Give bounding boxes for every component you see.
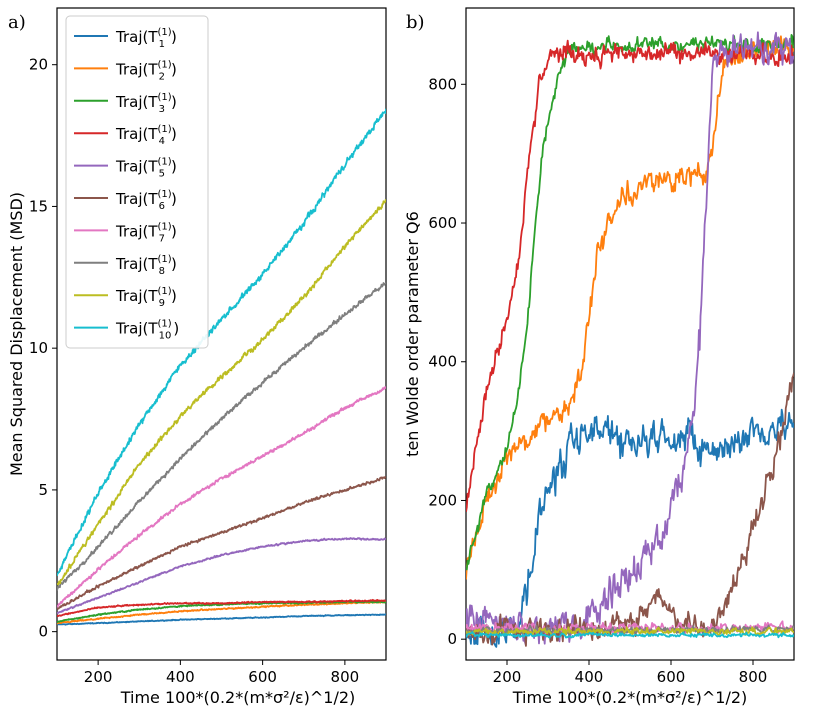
panel-a-legend: Traj(T(1) 1) Traj(T(1) 2) Traj(T(1) 3) Traj(T(… <box>65 15 209 349</box>
legend-item-9: Traj(T(1) 9) <box>74 286 177 309</box>
panel-b-q6-plot: b) 200 400 600 800 0 200 400 600 800 Time 100*(… <box>403 7 795 707</box>
panel-b-x-axis-label: Time 100*(0.2*(m*σ²/ε)^1/2) <box>512 688 748 707</box>
legend-item-3: Traj(T(1) 3) <box>74 92 177 115</box>
legend-label-3: Traj(T(1) 3) <box>115 92 177 115</box>
y-tick-label-a-1: 5 <box>38 481 48 499</box>
panel-a-letter: a) <box>8 12 26 33</box>
series-line-b-5 <box>466 31 794 646</box>
legend-label-4: Traj(T(1) 4) <box>115 124 177 147</box>
y-tick-label-b-0: 0 <box>447 630 457 648</box>
legend-label-10: Traj(T(1) 10) <box>115 319 179 342</box>
panel-b-y-axis-label: ten Wolde order parameter Q6 <box>403 211 422 457</box>
y-tick-label-a-4: 20 <box>29 56 48 74</box>
y-tick-label-a-3: 15 <box>29 197 48 215</box>
series-line-a-5 <box>57 537 386 615</box>
x-tick-label-a-0: 200 <box>84 668 113 686</box>
legend-item-2: Traj(T(1) 2) <box>74 59 177 82</box>
legend-label-8: Traj(T(1) 8) <box>115 254 177 277</box>
legend-box <box>65 15 209 349</box>
legend-label-7: Traj(T(1) 7) <box>115 221 177 244</box>
series-line-b-4 <box>466 39 794 512</box>
y-tick-label-b-2: 400 <box>428 353 457 371</box>
panel-a-x-axis-label: Time 100*(0.2*(m*σ²/ε)^1/2) <box>120 688 356 707</box>
y-tick-label-b-1: 200 <box>428 491 457 509</box>
legend-item-10: Traj(T(1) 10) <box>74 319 179 342</box>
panel-b-axes-frame <box>465 7 795 661</box>
legend-item-8: Traj(T(1) 8) <box>74 254 177 277</box>
panel-a-y-axis-label: Mean Squared Displacement (MSD) <box>7 192 26 476</box>
series-line-b-10 <box>466 631 794 639</box>
panel-b-series-lines <box>466 31 794 648</box>
y-tick-label-b-3: 600 <box>428 214 457 232</box>
legend-label-9: Traj(T(1) 9) <box>115 286 177 309</box>
panel-a-y-ticks: 0 5 10 15 20 <box>29 56 57 641</box>
series-line-b-9 <box>466 626 794 637</box>
series-line-a-8 <box>57 282 386 591</box>
legend-item-7: Traj(T(1) 7) <box>74 221 177 244</box>
series-line-b-3 <box>466 34 794 571</box>
panel-b-y-ticks: 0 200 400 600 800 <box>428 75 466 648</box>
panel-b-letter: b) <box>406 12 425 33</box>
series-line-a-6 <box>57 476 386 610</box>
x-tick-label-a-3: 800 <box>331 668 360 686</box>
series-line-a-4 <box>57 598 386 617</box>
series-line-a-9 <box>57 199 386 586</box>
y-tick-label-b-4: 800 <box>428 75 457 93</box>
legend-item-4: Traj(T(1) 4) <box>74 124 177 147</box>
panel-a-x-ticks: 200 400 600 800 <box>84 660 359 686</box>
series-line-a-10 <box>57 108 386 577</box>
legend-label-2: Traj(T(1) 2) <box>115 59 177 82</box>
y-tick-label-a-2: 10 <box>29 339 48 357</box>
legend-item-5: Traj(T(1) 5) <box>74 157 177 180</box>
x-tick-label-b-2: 600 <box>657 668 686 686</box>
x-tick-label-b-0: 200 <box>493 668 522 686</box>
series-line-b-1 <box>466 408 794 648</box>
legend-label-5: Traj(T(1) 5) <box>115 157 177 180</box>
panel-b-x-ticks: 200 400 600 800 <box>493 660 768 686</box>
panel-a-series-lines <box>57 108 386 626</box>
series-line-a-2 <box>57 600 386 625</box>
x-tick-label-b-1: 400 <box>575 668 604 686</box>
legend-label-6: Traj(T(1) 6) <box>115 189 177 212</box>
legend-label-1: Traj(T(1) 1) <box>115 27 177 50</box>
series-line-a-1 <box>57 613 386 626</box>
x-tick-label-a-2: 600 <box>248 668 277 686</box>
legend-item-6: Traj(T(1) 6) <box>74 189 177 212</box>
legend-item-1: Traj(T(1) 1) <box>74 27 177 50</box>
series-line-a-7 <box>57 386 386 608</box>
x-tick-label-b-3: 800 <box>739 668 768 686</box>
y-tick-label-a-0: 0 <box>38 623 48 641</box>
x-tick-label-a-1: 400 <box>166 668 195 686</box>
